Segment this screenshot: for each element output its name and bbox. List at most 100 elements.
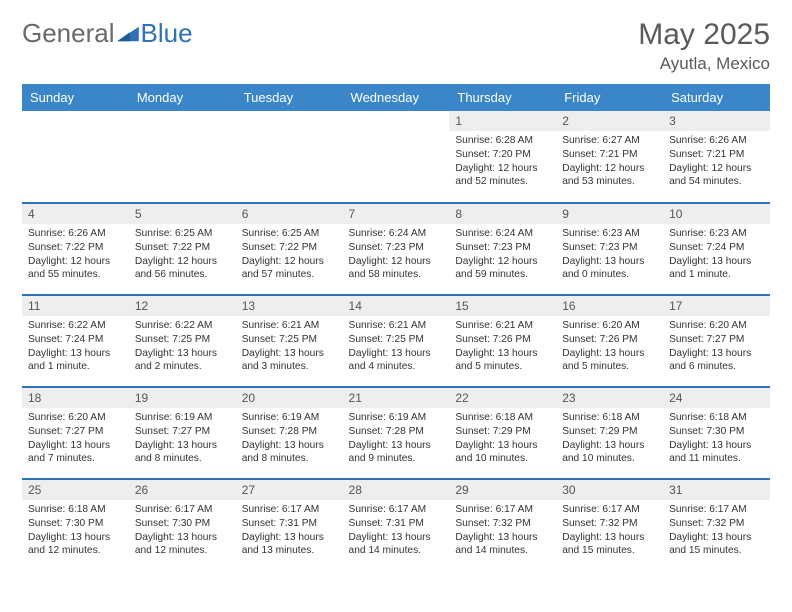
day-number: 23 [556,388,663,408]
calendar-cell [343,111,450,203]
calendar-cell: 14Sunrise: 6:21 AMSunset: 7:25 PMDayligh… [343,295,450,387]
calendar-cell: 5Sunrise: 6:25 AMSunset: 7:22 PMDaylight… [129,203,236,295]
day-details: Sunrise: 6:26 AMSunset: 7:21 PMDaylight:… [663,131,770,193]
brand-triangle-icon [117,25,139,43]
dow-header: Friday [556,84,663,111]
day-number: 16 [556,296,663,316]
calendar-cell: 3Sunrise: 6:26 AMSunset: 7:21 PMDaylight… [663,111,770,203]
calendar-cell: 25Sunrise: 6:18 AMSunset: 7:30 PMDayligh… [22,479,129,571]
calendar-cell: 11Sunrise: 6:22 AMSunset: 7:24 PMDayligh… [22,295,129,387]
day-number: 21 [343,388,450,408]
day-details: Sunrise: 6:17 AMSunset: 7:31 PMDaylight:… [343,500,450,562]
day-details: Sunrise: 6:20 AMSunset: 7:27 PMDaylight:… [22,408,129,470]
day-details: Sunrise: 6:18 AMSunset: 7:30 PMDaylight:… [663,408,770,470]
day-details: Sunrise: 6:17 AMSunset: 7:31 PMDaylight:… [236,500,343,562]
calendar-cell: 26Sunrise: 6:17 AMSunset: 7:30 PMDayligh… [129,479,236,571]
calendar-cell: 22Sunrise: 6:18 AMSunset: 7:29 PMDayligh… [449,387,556,479]
day-details: Sunrise: 6:21 AMSunset: 7:25 PMDaylight:… [236,316,343,378]
day-details: Sunrise: 6:19 AMSunset: 7:28 PMDaylight:… [343,408,450,470]
calendar-cell: 13Sunrise: 6:21 AMSunset: 7:25 PMDayligh… [236,295,343,387]
month-title: May 2025 [638,18,770,52]
day-number: 9 [556,204,663,224]
day-details: Sunrise: 6:27 AMSunset: 7:21 PMDaylight:… [556,131,663,193]
calendar-cell: 12Sunrise: 6:22 AMSunset: 7:25 PMDayligh… [129,295,236,387]
calendar-cell: 6Sunrise: 6:25 AMSunset: 7:22 PMDaylight… [236,203,343,295]
day-details: Sunrise: 6:19 AMSunset: 7:27 PMDaylight:… [129,408,236,470]
calendar-row: 25Sunrise: 6:18 AMSunset: 7:30 PMDayligh… [22,479,770,571]
calendar-cell [236,111,343,203]
brand-part2: Blue [141,18,193,49]
calendar-cell: 17Sunrise: 6:20 AMSunset: 7:27 PMDayligh… [663,295,770,387]
calendar-row: 1Sunrise: 6:28 AMSunset: 7:20 PMDaylight… [22,111,770,203]
calendar-row: 11Sunrise: 6:22 AMSunset: 7:24 PMDayligh… [22,295,770,387]
calendar-cell: 15Sunrise: 6:21 AMSunset: 7:26 PMDayligh… [449,295,556,387]
dow-header: Saturday [663,84,770,111]
dow-header: Wednesday [343,84,450,111]
day-number: 18 [22,388,129,408]
day-number: 3 [663,111,770,131]
calendar-body: 1Sunrise: 6:28 AMSunset: 7:20 PMDaylight… [22,111,770,571]
day-number: 24 [663,388,770,408]
day-details: Sunrise: 6:18 AMSunset: 7:29 PMDaylight:… [556,408,663,470]
day-number: 19 [129,388,236,408]
day-number: 13 [236,296,343,316]
calendar-cell: 2Sunrise: 6:27 AMSunset: 7:21 PMDaylight… [556,111,663,203]
day-number: 26 [129,480,236,500]
dow-header: Thursday [449,84,556,111]
title-block: May 2025 Ayutla, Mexico [638,18,770,74]
calendar-cell: 16Sunrise: 6:20 AMSunset: 7:26 PMDayligh… [556,295,663,387]
calendar-cell: 7Sunrise: 6:24 AMSunset: 7:23 PMDaylight… [343,203,450,295]
day-number: 15 [449,296,556,316]
brand-logo: General Blue [22,18,193,49]
day-number: 8 [449,204,556,224]
day-number: 30 [556,480,663,500]
day-details: Sunrise: 6:21 AMSunset: 7:26 PMDaylight:… [449,316,556,378]
day-details: Sunrise: 6:18 AMSunset: 7:29 PMDaylight:… [449,408,556,470]
day-number: 1 [449,111,556,131]
day-details: Sunrise: 6:17 AMSunset: 7:32 PMDaylight:… [449,500,556,562]
calendar-cell: 28Sunrise: 6:17 AMSunset: 7:31 PMDayligh… [343,479,450,571]
calendar-cell: 29Sunrise: 6:17 AMSunset: 7:32 PMDayligh… [449,479,556,571]
day-number: 28 [343,480,450,500]
calendar-row: 4Sunrise: 6:26 AMSunset: 7:22 PMDaylight… [22,203,770,295]
calendar-cell [22,111,129,203]
calendar-cell: 8Sunrise: 6:24 AMSunset: 7:23 PMDaylight… [449,203,556,295]
day-number: 7 [343,204,450,224]
calendar-cell [129,111,236,203]
location-subtitle: Ayutla, Mexico [638,54,770,74]
day-details: Sunrise: 6:24 AMSunset: 7:23 PMDaylight:… [449,224,556,286]
day-details: Sunrise: 6:22 AMSunset: 7:24 PMDaylight:… [22,316,129,378]
header: General Blue May 2025 Ayutla, Mexico [22,18,770,74]
day-number: 10 [663,204,770,224]
day-details: Sunrise: 6:17 AMSunset: 7:32 PMDaylight:… [556,500,663,562]
calendar-cell: 18Sunrise: 6:20 AMSunset: 7:27 PMDayligh… [22,387,129,479]
calendar-cell: 9Sunrise: 6:23 AMSunset: 7:23 PMDaylight… [556,203,663,295]
day-number: 14 [343,296,450,316]
day-details: Sunrise: 6:28 AMSunset: 7:20 PMDaylight:… [449,131,556,193]
brand-part1: General [22,18,115,49]
day-details: Sunrise: 6:25 AMSunset: 7:22 PMDaylight:… [236,224,343,286]
day-number: 27 [236,480,343,500]
calendar-cell: 31Sunrise: 6:17 AMSunset: 7:32 PMDayligh… [663,479,770,571]
calendar-cell: 19Sunrise: 6:19 AMSunset: 7:27 PMDayligh… [129,387,236,479]
day-details: Sunrise: 6:23 AMSunset: 7:23 PMDaylight:… [556,224,663,286]
calendar-cell: 24Sunrise: 6:18 AMSunset: 7:30 PMDayligh… [663,387,770,479]
calendar-cell: 20Sunrise: 6:19 AMSunset: 7:28 PMDayligh… [236,387,343,479]
day-number: 12 [129,296,236,316]
calendar-cell: 27Sunrise: 6:17 AMSunset: 7:31 PMDayligh… [236,479,343,571]
calendar-head: SundayMondayTuesdayWednesdayThursdayFrid… [22,84,770,111]
calendar-cell: 10Sunrise: 6:23 AMSunset: 7:24 PMDayligh… [663,203,770,295]
day-details: Sunrise: 6:25 AMSunset: 7:22 PMDaylight:… [129,224,236,286]
day-number: 20 [236,388,343,408]
day-details: Sunrise: 6:20 AMSunset: 7:26 PMDaylight:… [556,316,663,378]
day-details: Sunrise: 6:19 AMSunset: 7:28 PMDaylight:… [236,408,343,470]
day-number: 25 [22,480,129,500]
calendar-table: SundayMondayTuesdayWednesdayThursdayFrid… [22,84,770,571]
day-details: Sunrise: 6:24 AMSunset: 7:23 PMDaylight:… [343,224,450,286]
dow-header: Tuesday [236,84,343,111]
day-number: 4 [22,204,129,224]
day-details: Sunrise: 6:22 AMSunset: 7:25 PMDaylight:… [129,316,236,378]
calendar-row: 18Sunrise: 6:20 AMSunset: 7:27 PMDayligh… [22,387,770,479]
day-number: 2 [556,111,663,131]
day-details: Sunrise: 6:17 AMSunset: 7:32 PMDaylight:… [663,500,770,562]
